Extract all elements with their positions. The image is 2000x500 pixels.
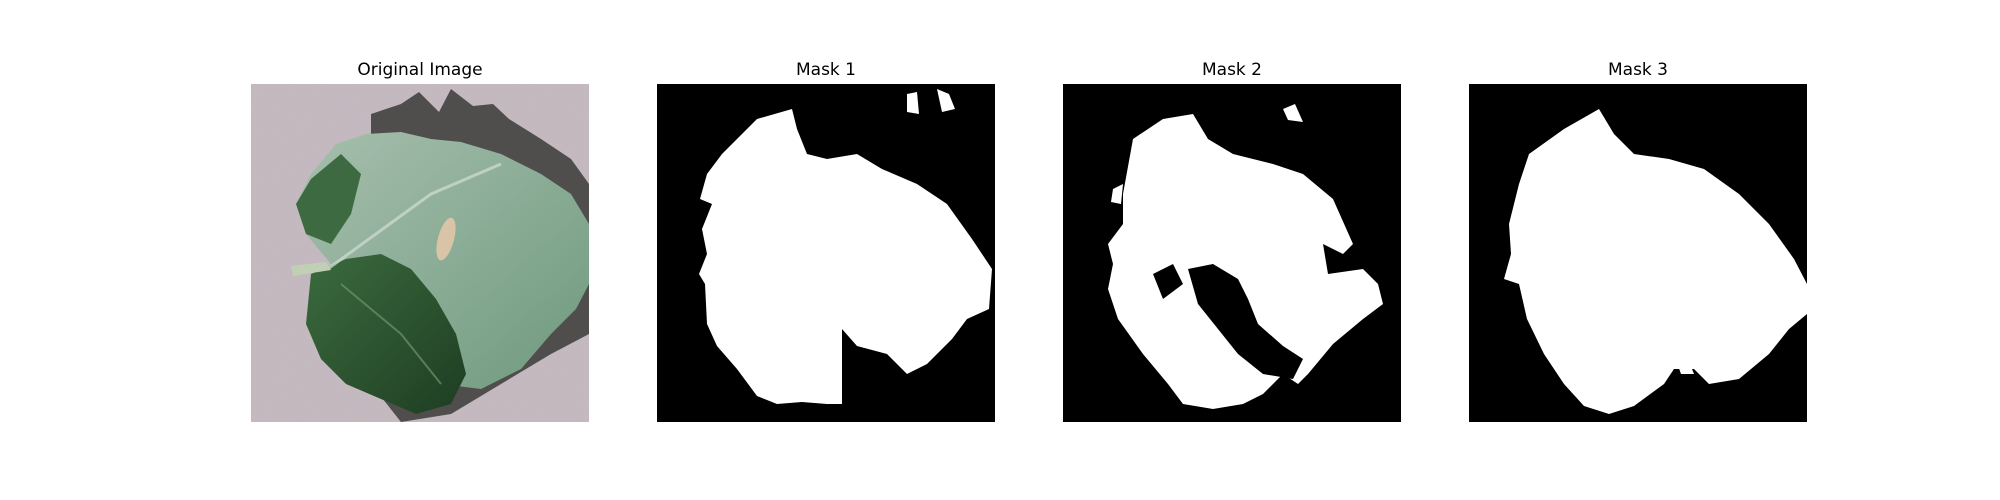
panel-title-mask-2: Mask 2 <box>1201 60 1262 80</box>
original-image <box>251 84 589 422</box>
mask-3-shape <box>1469 84 1807 422</box>
panel-title-mask-1: Mask 1 <box>795 60 856 80</box>
mask-3-image <box>1469 84 1807 422</box>
panel-title-original: Original Image <box>357 60 483 80</box>
mask-2-image <box>1063 84 1401 422</box>
mask-1-image <box>657 84 995 422</box>
mask-2-shape <box>1063 84 1401 422</box>
leaf-photo <box>251 84 589 422</box>
panel-title-mask-3: Mask 3 <box>1607 60 1668 80</box>
mask-1-shape <box>657 84 995 422</box>
